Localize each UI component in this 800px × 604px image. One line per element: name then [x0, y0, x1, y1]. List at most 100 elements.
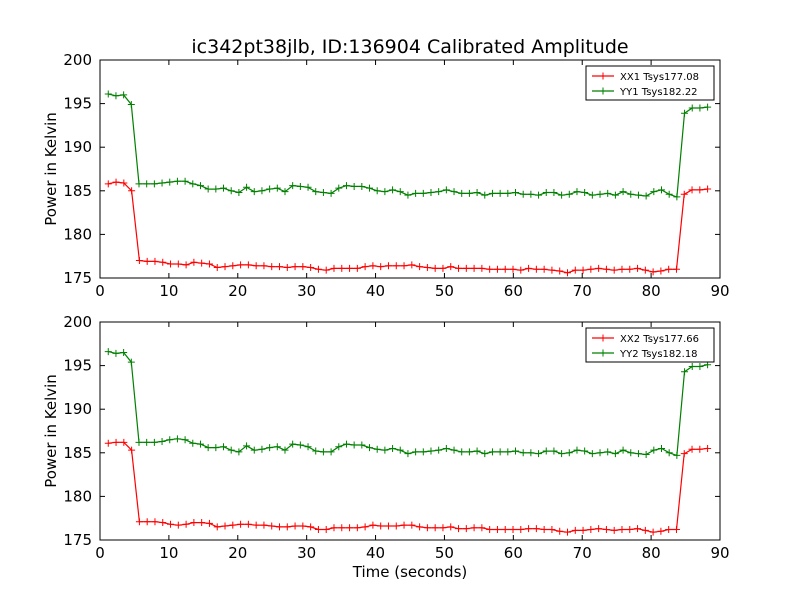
data-point [550, 447, 558, 455]
data-point [688, 362, 696, 370]
data-point [221, 263, 229, 271]
data-point [189, 180, 197, 188]
data-point [182, 261, 190, 269]
x-tick-label: 0 [95, 282, 105, 300]
x-tick-label: 30 [297, 282, 316, 300]
data-point [462, 264, 470, 272]
data-point [135, 438, 143, 446]
data-point [260, 521, 268, 529]
data-point [657, 444, 665, 452]
data-point [412, 189, 420, 197]
data-point [688, 445, 696, 453]
data-point [173, 435, 181, 443]
data-point [462, 525, 470, 533]
data-point [478, 524, 486, 532]
data-point [595, 264, 603, 272]
data-point [212, 185, 220, 193]
data-point [338, 264, 346, 272]
data-point [611, 450, 619, 458]
data-point [291, 263, 299, 271]
x-tick-label: 50 [435, 282, 454, 300]
data-point [377, 522, 385, 530]
data-point [681, 368, 689, 376]
data-point [112, 438, 120, 446]
data-point [665, 526, 673, 534]
data-point [112, 178, 120, 186]
data-point [304, 183, 312, 191]
data-point [473, 447, 481, 455]
data-point [493, 265, 501, 273]
data-point [488, 448, 496, 456]
data-point [657, 267, 665, 275]
data-point [299, 522, 307, 530]
series-line-2-2 [108, 351, 708, 457]
data-point [688, 186, 696, 194]
data-point [595, 525, 603, 533]
data-point [419, 448, 427, 456]
data-point [353, 524, 361, 532]
data-point [220, 184, 228, 192]
data-point [704, 185, 712, 193]
data-point [435, 446, 443, 454]
data-point [519, 449, 527, 457]
data-point [296, 182, 304, 190]
data-point [338, 524, 346, 532]
data-point [213, 523, 221, 531]
data-point [517, 266, 525, 274]
data-point [150, 438, 158, 446]
data-point [243, 183, 251, 191]
data-point [268, 522, 276, 530]
data-point [450, 446, 458, 454]
data-point [431, 524, 439, 532]
data-point [650, 188, 658, 196]
data-point [196, 182, 204, 190]
data-point [672, 265, 680, 273]
data-point [458, 189, 466, 197]
data-point [322, 266, 330, 274]
x-tick-label: 90 [710, 544, 729, 562]
x-tick-label: 20 [228, 282, 247, 300]
data-point [642, 192, 650, 200]
data-point [189, 439, 197, 447]
data-point [618, 265, 626, 273]
data-point [273, 443, 281, 451]
data-point [509, 526, 517, 534]
data-point [181, 436, 189, 444]
data-point [596, 190, 604, 198]
legend-marker [599, 349, 607, 357]
data-point [527, 190, 535, 198]
data-point [346, 264, 354, 272]
data-point [548, 526, 556, 534]
data-point [602, 265, 610, 273]
data-point [532, 525, 540, 533]
data-point [220, 443, 228, 451]
data-point [542, 447, 550, 455]
data-point [665, 449, 673, 457]
data-point [581, 189, 589, 197]
data-point [392, 262, 400, 270]
data-point [173, 177, 181, 185]
y-tick-label: 190 [63, 138, 92, 156]
data-point [322, 526, 330, 534]
data-point [319, 189, 327, 197]
data-point [470, 524, 478, 532]
data-point [486, 265, 494, 273]
data-point [314, 265, 322, 273]
data-point [268, 263, 276, 271]
data-point [392, 522, 400, 530]
data-point [571, 526, 579, 534]
data-point [535, 191, 543, 199]
data-point [281, 188, 289, 196]
data-point [563, 528, 571, 536]
data-point [205, 260, 213, 268]
data-point [150, 180, 158, 188]
data-point [672, 526, 680, 534]
y-tick-label: 185 [63, 444, 92, 462]
data-point [540, 265, 548, 273]
data-point [486, 526, 494, 534]
data-point [619, 188, 627, 196]
data-point [227, 446, 235, 454]
data-point [128, 187, 136, 195]
